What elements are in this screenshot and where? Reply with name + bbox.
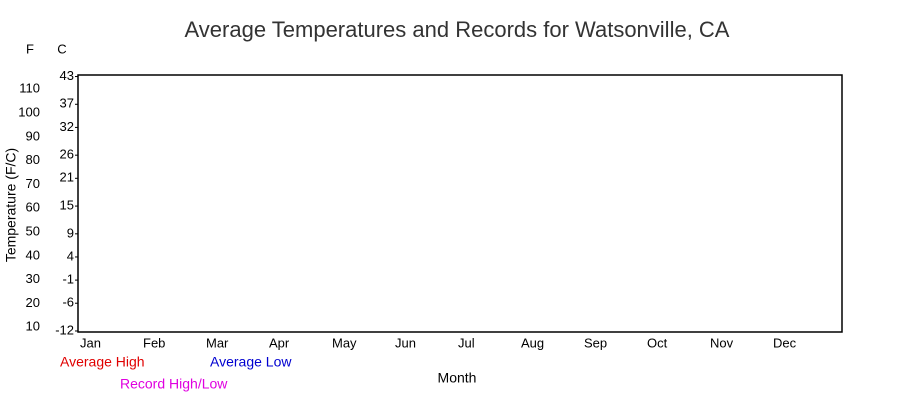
y-unit: F — [26, 41, 34, 56]
x-axis-label: Month — [438, 370, 477, 386]
x-tick-label: Dec — [773, 335, 797, 350]
x-tick-label: Mar — [206, 335, 229, 350]
y2-tick-label: 4 — [67, 248, 74, 263]
y-tick-label: 110 — [19, 81, 40, 96]
y-tick-label: 20 — [26, 295, 40, 310]
y2-tick-label: 21 — [60, 170, 74, 185]
legend-entry: Average Low — [210, 354, 292, 370]
x-tick-label: Apr — [269, 335, 290, 350]
y-tick-label: 10 — [26, 319, 40, 334]
x-tick-label: Aug — [521, 335, 544, 350]
y2-tick-label: 37 — [60, 96, 74, 111]
x-tick-label: Feb — [143, 335, 165, 350]
y2-tick-label: -6 — [62, 295, 74, 310]
y-tick-label: 100 — [18, 105, 40, 120]
y2-tick-label: 32 — [60, 119, 74, 134]
legend-entry: Average High — [60, 354, 145, 370]
y2-tick-label: 26 — [60, 147, 74, 162]
y2-unit: C — [57, 41, 66, 56]
y2-tick-label: 15 — [60, 198, 74, 213]
y2-tick-label: -12 — [55, 322, 74, 337]
chart-title: Average Temperatures and Records for Wat… — [185, 17, 730, 42]
legend-entry: Record High/Low — [120, 376, 228, 392]
x-tick-label: Nov — [710, 335, 734, 350]
y2-tick-label: 9 — [67, 225, 74, 240]
y-tick-label: 80 — [26, 152, 40, 167]
x-tick-label: May — [332, 335, 357, 350]
x-tick-label: Jan — [80, 335, 101, 350]
x-tick-label: Sep — [584, 335, 607, 350]
y2-tick-label: -1 — [62, 272, 74, 287]
y-tick-label: 90 — [26, 128, 40, 143]
x-tick-label: Oct — [647, 335, 668, 350]
y-tick-label: 70 — [26, 176, 40, 191]
x-tick-label: Jun — [395, 335, 416, 350]
x-tick-label: Jul — [458, 335, 475, 350]
y-tick-label: 50 — [26, 223, 40, 238]
y-tick-label: 40 — [26, 247, 40, 262]
y-tick-label: 30 — [26, 271, 40, 286]
y-tick-label: 60 — [26, 200, 40, 215]
y-axis-label: Temperature (F/C) — [3, 148, 19, 262]
plot-frame — [77, 74, 843, 333]
y2-tick-label: 43 — [60, 68, 74, 83]
